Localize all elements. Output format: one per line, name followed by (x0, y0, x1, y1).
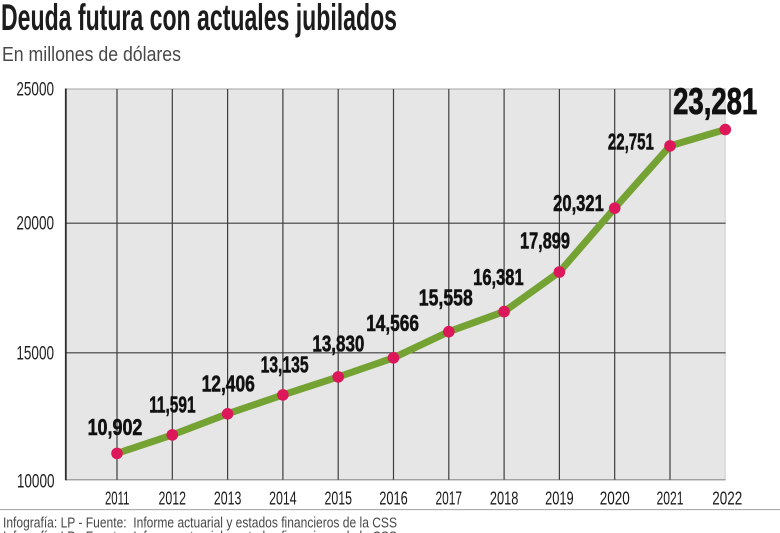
svg-text:10000: 10000 (17, 471, 55, 492)
svg-text:2020: 2020 (600, 488, 630, 509)
svg-text:2018: 2018 (490, 488, 519, 509)
svg-text:15,558: 15,558 (419, 285, 473, 311)
svg-text:23,281: 23,281 (673, 81, 757, 122)
svg-text:2016: 2016 (379, 488, 408, 509)
svg-text:12,406: 12,406 (202, 371, 255, 397)
svg-text:2015: 2015 (324, 488, 352, 509)
svg-text:2014: 2014 (269, 488, 297, 509)
svg-text:20000: 20000 (16, 214, 54, 235)
svg-text:2019: 2019 (545, 488, 574, 509)
svg-text:22,751: 22,751 (608, 129, 654, 155)
svg-text:En millones de dólares: En millones de dólares (2, 44, 181, 66)
svg-text:20,321: 20,321 (553, 190, 604, 216)
svg-text:11,591: 11,591 (149, 392, 196, 418)
svg-text:17,899: 17,899 (520, 228, 570, 254)
svg-text:25000: 25000 (16, 80, 54, 101)
svg-text:2017: 2017 (436, 488, 463, 509)
svg-text:2022: 2022 (712, 488, 742, 509)
svg-text:2021: 2021 (657, 488, 684, 509)
svg-text:15000: 15000 (16, 343, 54, 364)
svg-text:2011: 2011 (105, 488, 130, 509)
svg-text:Infografía: LP - Fuente: Info: Infografía: LP - Fuente: Informe actuari… (3, 530, 397, 533)
svg-text:13,135: 13,135 (261, 351, 309, 377)
svg-text:Infografía: LP - Fuente: Info: Infografía: LP - Fuente: Informe actuari… (3, 516, 397, 532)
svg-text:2012: 2012 (159, 488, 187, 509)
svg-text:13,830: 13,830 (312, 330, 364, 356)
svg-text:16,381: 16,381 (473, 264, 524, 290)
svg-text:Deuda futura con actuales jubi: Deuda futura con actuales jubilados (1, 0, 397, 38)
svg-text:14,566: 14,566 (366, 310, 419, 336)
svg-text:2013: 2013 (214, 488, 242, 509)
svg-text:10,902: 10,902 (88, 414, 143, 440)
